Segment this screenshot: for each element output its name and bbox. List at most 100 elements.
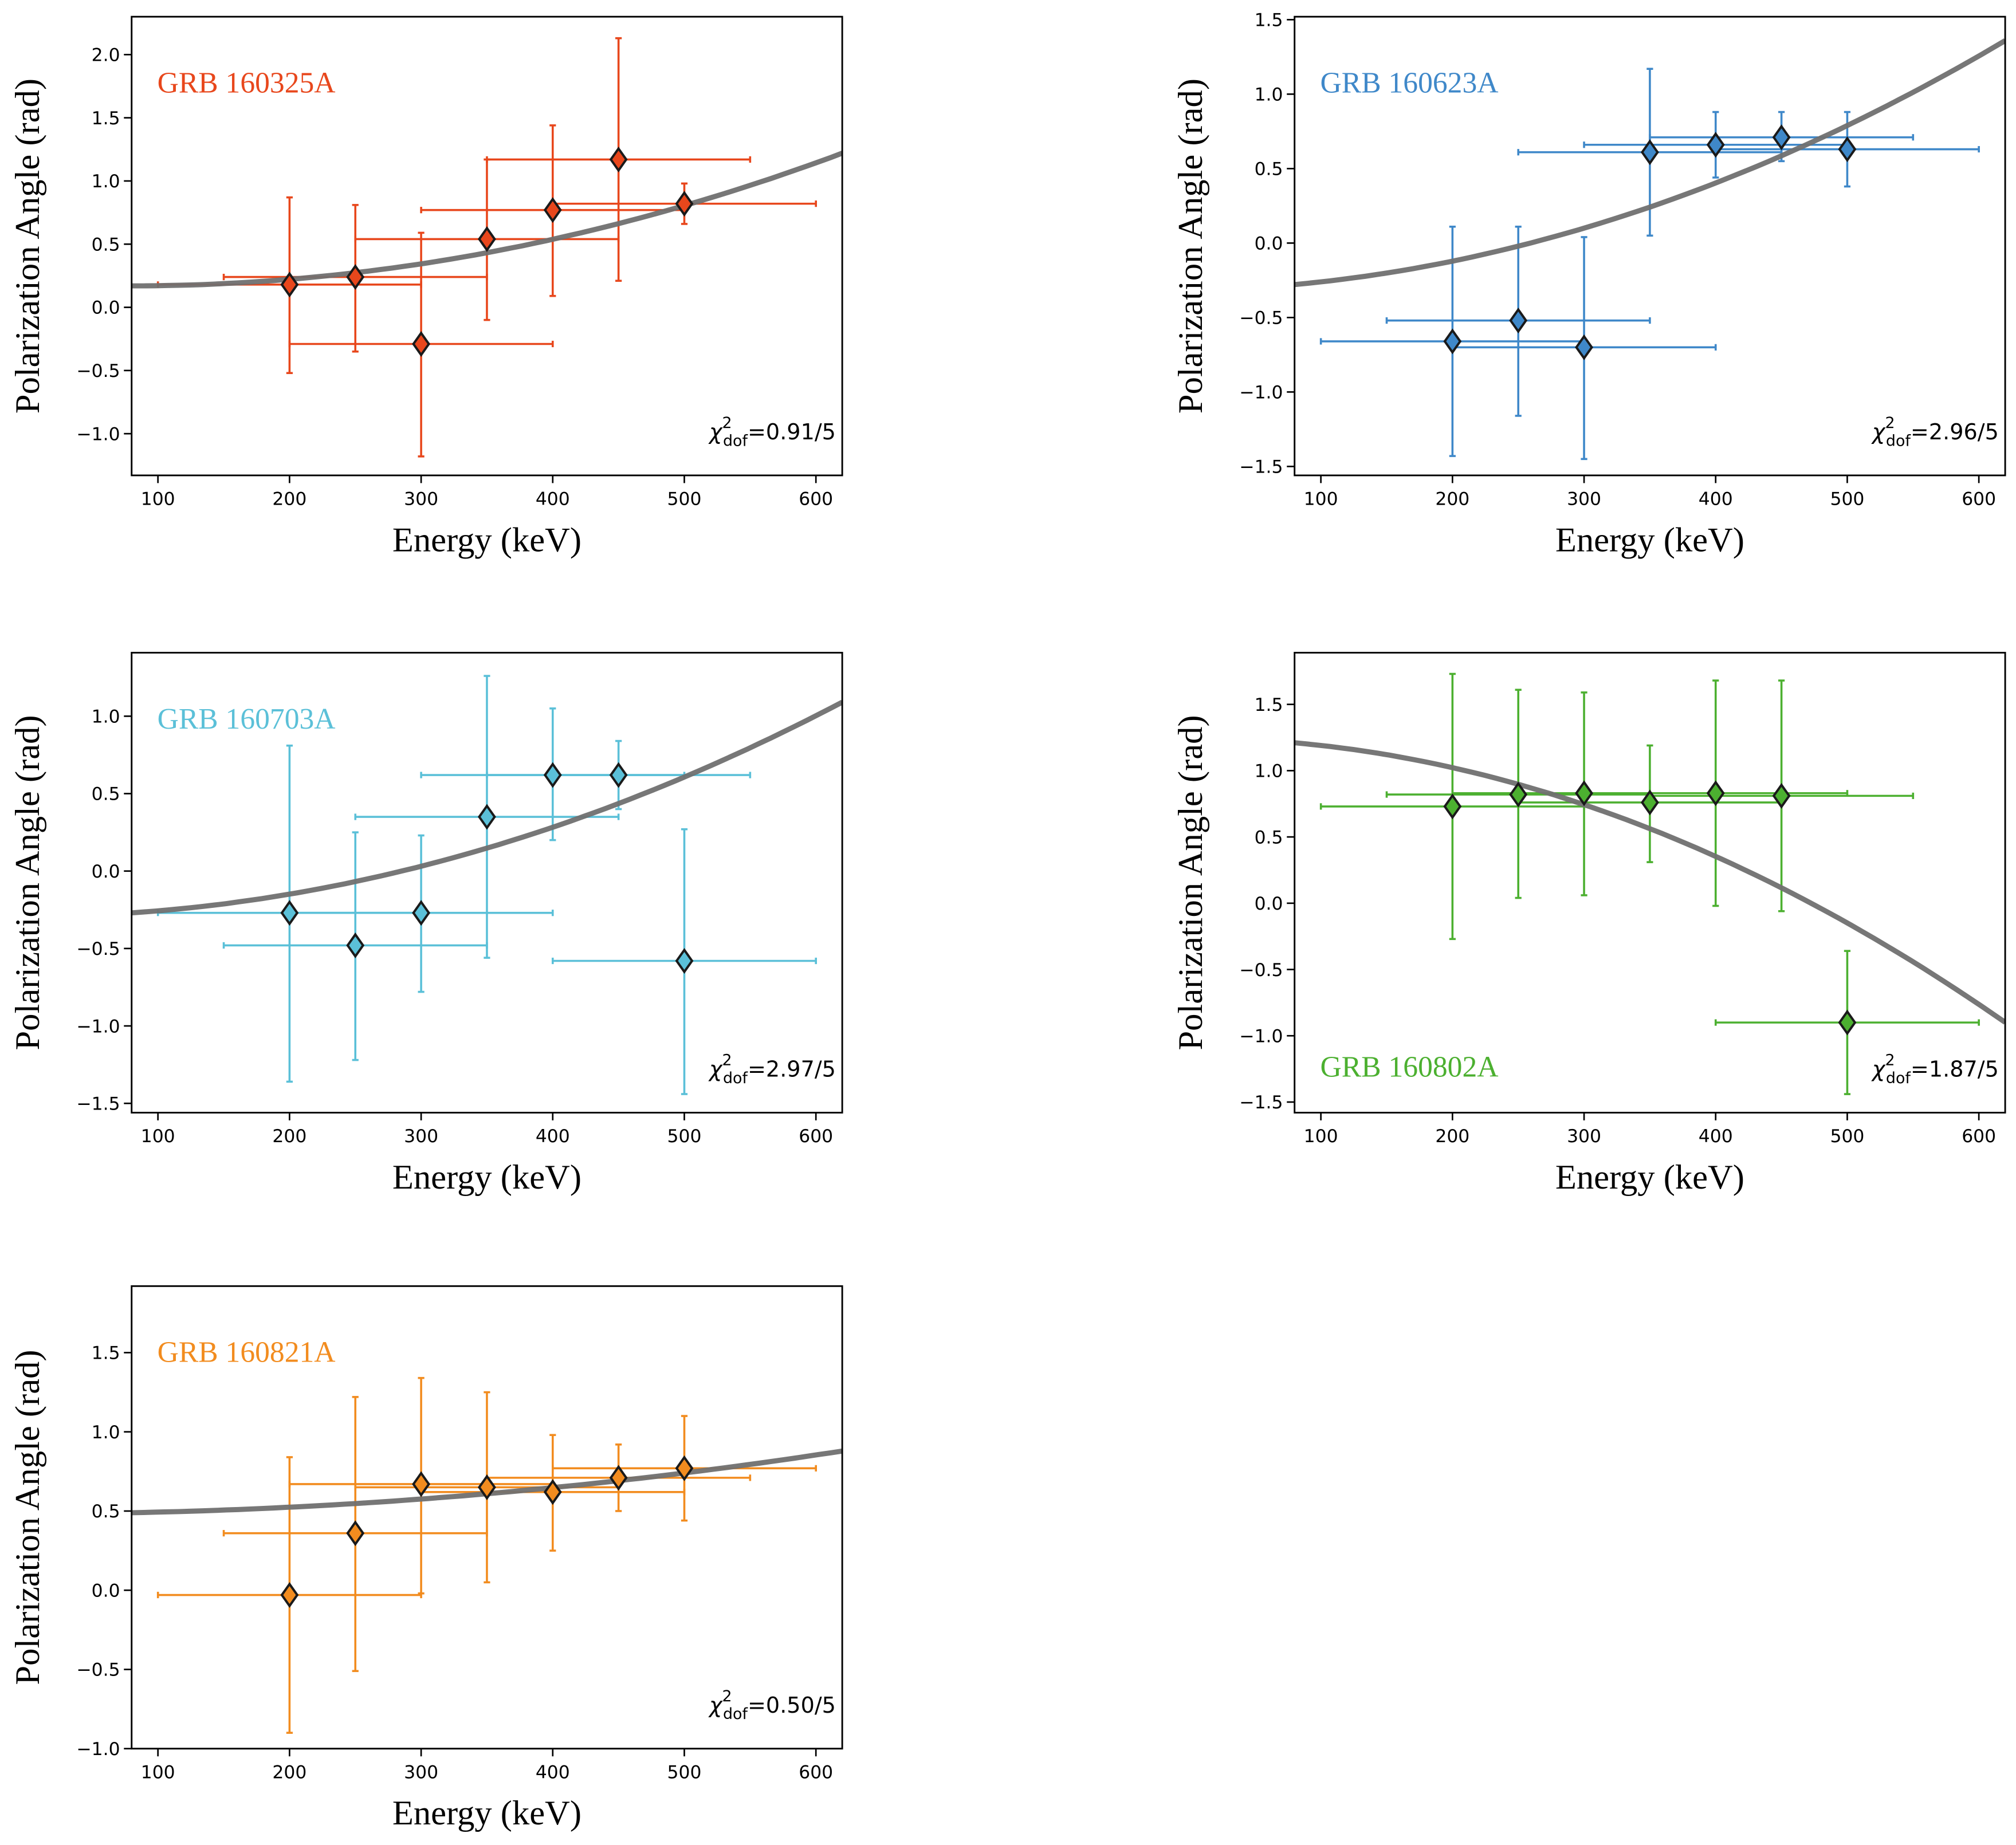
data-point-marker	[543, 1479, 562, 1505]
data-point-marker	[1509, 781, 1528, 808]
data-point-marker	[1772, 782, 1791, 809]
error-bars	[1319, 68, 1980, 461]
y-tick-label: −1.5	[1239, 457, 1283, 478]
y-tick-label: −0.5	[76, 1660, 120, 1681]
panel-4: 100 200 300 400 500 600 −1.5 −1.0 −0.5 0.0 0.5 1.0 1…	[1172, 652, 2006, 1197]
panel-1: 100 200 300 400 500 600 −1.0 −0.5 0.0 0.5 1.0 1.5 2.…	[9, 15, 843, 559]
x-tick-label: 400	[536, 1126, 570, 1147]
y-tick-label: 1.0	[92, 171, 120, 192]
y-tick-label: −0.5	[1239, 308, 1283, 329]
data-point-marker	[1575, 780, 1593, 807]
y-tick-label: −1.0	[1239, 1026, 1283, 1047]
x-tick-label: 400	[536, 1762, 570, 1783]
axes-frame	[131, 15, 843, 477]
x-tick-label: 400	[1699, 489, 1733, 510]
x-tick-label: 100	[1304, 1126, 1338, 1147]
y-tick-label: 0.5	[1255, 827, 1283, 848]
chi-sup: 2	[1885, 414, 1895, 432]
y-tick-label: 0.0	[92, 298, 120, 318]
data-point-marker	[675, 947, 694, 974]
data-point-marker	[675, 1455, 694, 1481]
chi-value: =0.50/5	[748, 1693, 836, 1718]
y-tick-label: 1.5	[92, 1343, 120, 1364]
x-axis-label: Energy (keV)	[1555, 521, 1744, 559]
x-tick-label: 600	[1962, 489, 1996, 510]
y-tick-label: 0.0	[92, 861, 120, 882]
chi-sup: 2	[1885, 1051, 1895, 1069]
x-tick-label: 600	[799, 1762, 833, 1783]
x-tick-label: 500	[667, 489, 702, 510]
y-tick-label: 1.0	[1255, 761, 1283, 782]
data-point-marker	[675, 191, 694, 217]
x-axis-label: Energy (keV)	[392, 521, 581, 559]
panel-2: 100 200 300 400 500 600 −1.5 −1.0 −0.5 0.0 0.5 1.0 1…	[1172, 10, 2006, 559]
chi-sub: dof	[723, 432, 748, 450]
chi-value: =2.96/5	[1911, 419, 1999, 444]
y-tick-label: 0.5	[1255, 159, 1283, 180]
data-point-marker	[280, 900, 299, 926]
data-point-marker	[1772, 124, 1791, 151]
data-point-marker	[346, 1520, 365, 1547]
chi-sup: 2	[722, 1687, 732, 1705]
data-point-marker	[1838, 136, 1857, 163]
chi-value: =1.87/5	[1911, 1057, 1999, 1082]
data-point-marker	[1443, 793, 1462, 820]
chi-square-label: χ2 dof=2.96/5	[1871, 414, 1999, 450]
chi-sup: 2	[722, 414, 732, 432]
chi-sub: dof	[1886, 1069, 1911, 1087]
x-tick-label: 500	[1830, 1126, 1864, 1147]
data-point-marker	[478, 1474, 496, 1501]
data-point-marker	[346, 932, 365, 959]
y-tick-label: 0.5	[92, 784, 120, 805]
data-point-marker	[478, 804, 496, 830]
panel-3: 100 200 300 400 500 600 −1.5 −1.0 −0.5 0.0 0.5 1.0 E…	[9, 652, 843, 1197]
x-tick-label: 200	[1435, 489, 1469, 510]
data-point-marker	[1706, 780, 1725, 807]
x-tick-label: 200	[272, 1762, 306, 1783]
panel-5: 100 200 300 400 500 600 −1.0 −0.5 0.0 0.5 1.0 1.5 En…	[9, 1285, 843, 1832]
axes-frame	[1294, 652, 2006, 1114]
fit-curve	[131, 151, 843, 289]
y-axis-label: Polarization Angle (rad)	[1172, 715, 1210, 1050]
y-tick-label: 1.0	[92, 707, 120, 727]
x-tick-label: 400	[536, 489, 570, 510]
x-tick-label: 100	[141, 1762, 175, 1783]
y-tick-label: 0.0	[1255, 234, 1283, 254]
x-axis-label: Energy (keV)	[1555, 1158, 1744, 1197]
chi-value: =0.91/5	[748, 419, 836, 444]
data-point-marker	[1640, 789, 1659, 816]
y-tick-label: 1.0	[1255, 85, 1283, 105]
x-tick-label: 300	[404, 1126, 438, 1147]
x-axis-label: Energy (keV)	[392, 1158, 581, 1197]
fit-curve	[131, 699, 843, 916]
axes-frame	[131, 1285, 843, 1750]
y-tick-label: 0.5	[92, 1501, 120, 1522]
chi-symbol: χ	[708, 419, 723, 444]
x-tick-label: 600	[799, 489, 833, 510]
x-tick-label: 100	[141, 1126, 175, 1147]
grb-label: GRB 160623A	[1321, 66, 1499, 99]
chi-sup: 2	[722, 1051, 732, 1069]
y-tick-label: −0.5	[1239, 960, 1283, 981]
axes-frame	[1294, 15, 2006, 477]
data-point-marker	[1838, 1009, 1857, 1036]
error-bars	[156, 675, 818, 1095]
x-tick-label: 200	[272, 489, 306, 510]
y-tick-label: −1.5	[76, 1093, 120, 1114]
chi-sub: dof	[723, 1705, 748, 1723]
data-point-marker	[543, 762, 562, 788]
y-tick-label: −1.5	[1239, 1092, 1283, 1113]
data-point-marker	[543, 197, 562, 223]
y-axis-label: Polarization Angle (rad)	[9, 1350, 47, 1685]
data-point-marker	[346, 264, 365, 290]
chi-square-label: χ2 dof=1.87/5	[1871, 1051, 1999, 1087]
data-point-marker	[1706, 132, 1725, 158]
y-tick-label: 1.5	[1255, 10, 1283, 31]
data-point-marker	[412, 900, 431, 926]
y-axis-label: Polarization Angle (rad)	[1172, 78, 1210, 414]
chi-square-label: χ2 dof=0.50/5	[708, 1687, 836, 1723]
x-tick-label: 600	[799, 1126, 833, 1147]
data-point-marker	[478, 226, 496, 252]
error-bars	[1319, 672, 1980, 1095]
x-tick-label: 500	[667, 1762, 702, 1783]
